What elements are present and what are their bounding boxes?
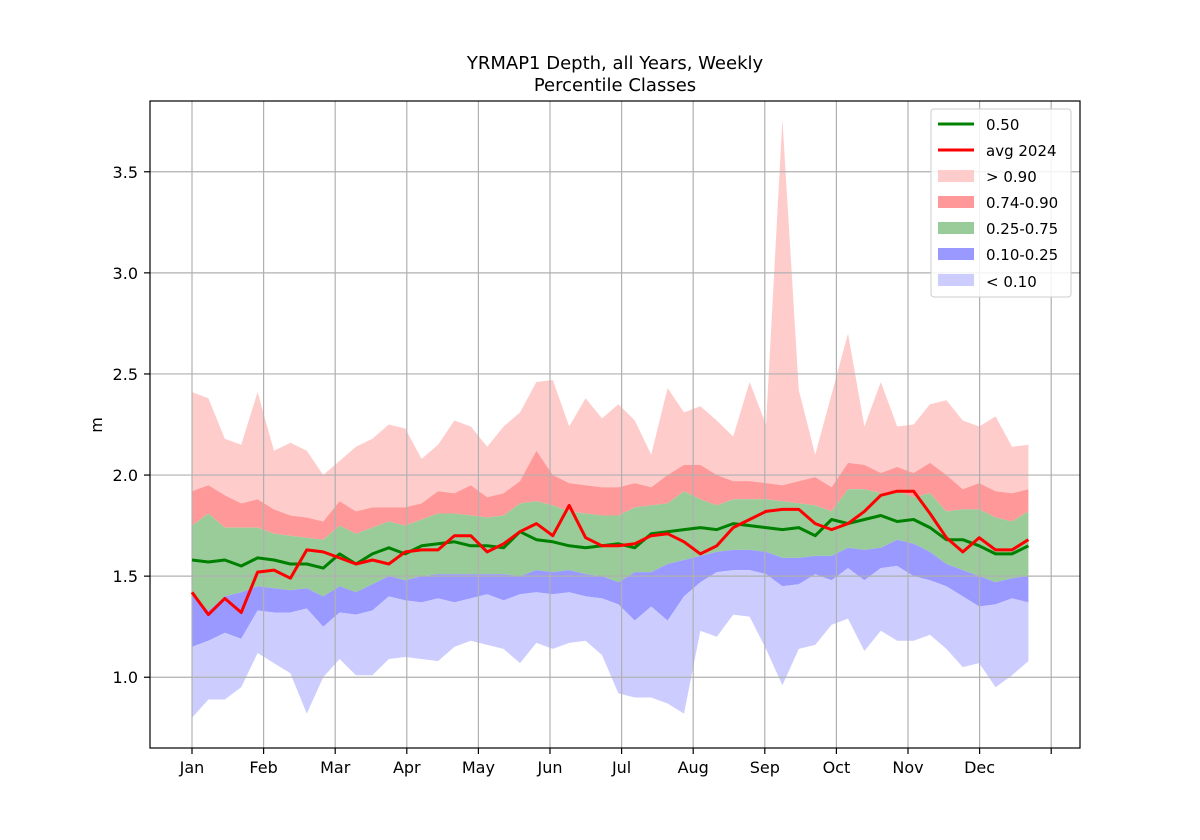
legend: 0.50 avg 2024 > 0.90 0.74-0.90 0.25-0.75…	[930, 108, 1072, 298]
y-tick-label-1: 1.5	[113, 567, 138, 586]
y-tick-label-0: 1.0	[113, 668, 138, 687]
legend-swatch-band-lt-010	[938, 274, 974, 286]
band-1	[192, 450, 1029, 540]
legend-swatch-band-025-075	[938, 222, 974, 234]
legend-label-band-010-025: 0.10-0.25	[986, 246, 1058, 264]
percentile-bands	[192, 119, 1029, 718]
band-0	[192, 119, 1029, 522]
x-tick-label-7: Aug	[678, 758, 709, 777]
x-tick-label-3: Apr	[393, 758, 421, 777]
y-tick-label-3: 2.5	[113, 365, 138, 384]
legend-label-median: 0.50	[986, 116, 1019, 134]
band-3	[192, 539, 1029, 647]
y-tick-label-4: 3.0	[113, 264, 138, 283]
x-tick-label-5: Jun	[537, 758, 563, 777]
legend-label-band-025-075: 0.25-0.75	[986, 220, 1058, 238]
x-tick-label-4: May	[462, 758, 495, 777]
x-tick-label-1: Feb	[249, 758, 277, 777]
chart-title: YRMAP1 Depth, all Years, Weekly	[466, 53, 764, 74]
x-tick-label-9: Oct	[823, 758, 851, 777]
band-4	[192, 566, 1029, 718]
x-tick-label-0: Jan	[179, 758, 205, 777]
x-tick-label-2: Mar	[320, 758, 351, 777]
legend-label-band-074-090: 0.74-0.90	[986, 194, 1058, 212]
legend-swatch-band-074-090	[938, 196, 974, 208]
legend-swatch-band-gt-090	[938, 170, 974, 182]
axis-ticks: 1.0 1.5 2.0 2.5 3.0 3.5 Jan Feb Mar Apr May Jun Jul A…	[113, 163, 1052, 777]
plot-frame	[149, 100, 1081, 749]
legend-label-avg-2024: avg 2024	[986, 142, 1057, 160]
grid-lines	[150, 101, 1080, 748]
x-tick-label-8: Sep	[750, 758, 780, 777]
series-lines	[190, 489, 1030, 617]
y-axis-label: m	[87, 417, 106, 433]
x-tick-label-10: Nov	[892, 758, 923, 777]
x-tick-label-11: Dec	[964, 758, 995, 777]
legend-swatch-band-010-025	[938, 248, 974, 260]
y-tick-label-5: 3.5	[113, 163, 138, 182]
series-line-1	[190, 489, 1030, 617]
legend-label-band-gt-090: > 0.90	[986, 168, 1037, 186]
band-2	[192, 489, 1029, 611]
y-tick-label-2: 2.0	[113, 466, 138, 485]
legend-label-band-lt-010: < 0.10	[986, 273, 1037, 291]
chart-subtitle: Percentile Classes	[534, 75, 696, 96]
x-tick-label-6: Jul	[611, 758, 631, 777]
